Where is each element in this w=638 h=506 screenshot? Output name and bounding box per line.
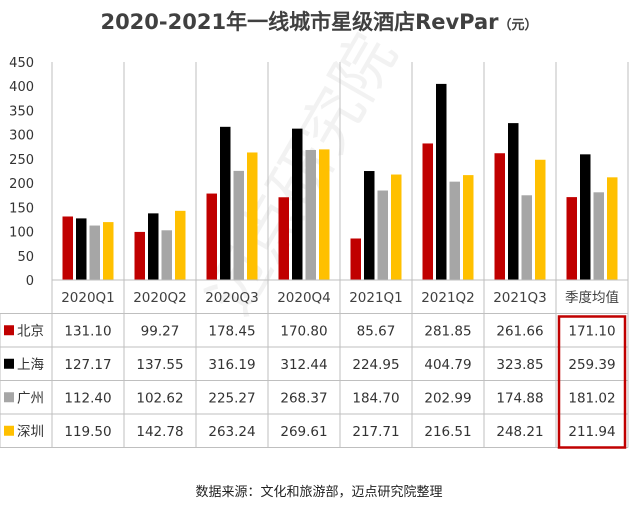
y-tick-label: 350 [9, 104, 34, 119]
bar-广州-2020Q4 [305, 149, 316, 280]
data-label: 261.66 [496, 323, 543, 339]
data-label: 312.44 [280, 357, 327, 373]
data-label: 269.61 [280, 424, 327, 440]
bar-广州-2020Q1 [89, 225, 100, 280]
bar-广州-2020Q2 [161, 230, 172, 280]
category-label: 2021Q2 [421, 290, 475, 306]
data-label: 137.55 [136, 357, 183, 373]
bar-北京-2020Q3 [206, 193, 217, 280]
data-label: 202.99 [424, 390, 471, 406]
y-tick-label: 150 [9, 201, 34, 216]
data-label: 102.62 [136, 390, 183, 406]
bar-深圳-季度均值 [607, 177, 618, 280]
bar-深圳-2020Q4 [319, 149, 330, 280]
legend-label-广州: 广州 [17, 390, 44, 406]
bar-广州-2020Q3 [233, 170, 244, 280]
chart-title-unit: （元） [498, 18, 538, 33]
bar-北京-2021Q2 [422, 143, 433, 280]
y-tick-label: 300 [9, 129, 34, 144]
chart-title-text: 2020-2021年一线城市星级酒店RevPar [100, 10, 499, 34]
data-label: 259.39 [568, 357, 615, 373]
bar-深圳-2020Q3 [247, 152, 258, 280]
bar-上海-2021Q1 [364, 171, 375, 280]
legend-label-北京: 北京 [17, 323, 44, 339]
bar-北京-季度均值 [566, 197, 577, 280]
data-label: 112.40 [64, 390, 111, 406]
data-label: 217.71 [352, 424, 399, 440]
category-label: 2021Q3 [493, 290, 547, 306]
y-tick-label: 450 [9, 56, 34, 71]
y-tick-label: 400 [9, 80, 34, 95]
category-label: 2021Q1 [349, 290, 403, 306]
bar-广州-2021Q3 [521, 195, 532, 280]
highlight-box [557, 315, 627, 449]
data-label: 171.10 [568, 323, 615, 339]
bar-上海-2020Q4 [292, 128, 303, 280]
bar-广州-季度均值 [593, 192, 604, 280]
bar-上海-2020Q2 [148, 213, 159, 280]
data-label: 170.80 [280, 323, 327, 339]
bar-上海-2020Q1 [76, 218, 87, 280]
source-note: 数据来源：文化和旅游部，迈点研究院整理 [195, 485, 443, 500]
legend-label-上海: 上海 [17, 357, 44, 373]
y-tick-label: 0 [26, 274, 34, 289]
bar-广州-2021Q2 [449, 181, 460, 280]
bar-上海-2021Q3 [508, 123, 519, 280]
bar-北京-2020Q4 [278, 197, 289, 280]
data-label: 323.85 [496, 357, 543, 373]
data-label: 127.17 [64, 357, 111, 373]
y-tick-label: 50 [17, 250, 34, 265]
data-label: 211.94 [568, 424, 615, 440]
legend-swatch-上海 [4, 358, 14, 369]
category-label: 2020Q4 [277, 290, 331, 306]
data-label: 174.88 [496, 390, 543, 406]
data-label: 248.21 [496, 424, 543, 440]
bar-广州-2021Q1 [377, 190, 388, 280]
data-label: 85.67 [357, 323, 396, 339]
bar-上海-季度均值 [580, 154, 591, 280]
legend-swatch-北京 [4, 325, 14, 336]
bar-北京-2021Q1 [350, 238, 361, 280]
data-label: 184.70 [352, 390, 399, 406]
category-label: 2020Q1 [61, 290, 115, 306]
bar-北京-2020Q2 [134, 231, 145, 280]
bar-深圳-2020Q1 [103, 222, 114, 280]
data-label: 224.95 [352, 357, 399, 373]
data-label: 263.24 [208, 424, 255, 440]
data-label: 142.78 [136, 424, 183, 440]
data-label: 131.10 [64, 323, 111, 339]
chart-title: 2020-2021年一线城市星级酒店RevPar（元） [0, 6, 638, 36]
category-label: 2020Q3 [205, 290, 259, 306]
data-label: 225.27 [208, 390, 255, 406]
legend-label-深圳: 深圳 [17, 424, 44, 440]
category-label: 2020Q2 [133, 290, 187, 306]
y-tick-label: 250 [9, 153, 34, 168]
bar-深圳-2021Q2 [463, 175, 474, 280]
bar-北京-2021Q3 [494, 153, 505, 280]
data-label: 178.45 [208, 323, 255, 339]
bar-上海-2021Q2 [436, 83, 447, 280]
legend-swatch-广州 [4, 392, 14, 403]
bar-上海-2020Q3 [220, 126, 231, 280]
bar-深圳-2020Q2 [175, 210, 186, 280]
y-tick-label: 100 [9, 226, 34, 241]
category-label: 季度均值 [565, 290, 619, 306]
legend-swatch-深圳 [4, 425, 14, 436]
data-label: 181.02 [568, 390, 615, 406]
data-label: 316.19 [208, 357, 255, 373]
data-label: 119.50 [64, 424, 111, 440]
data-label: 99.27 [141, 323, 180, 339]
data-label: 216.51 [424, 424, 471, 440]
data-label: 268.37 [280, 390, 327, 406]
bar-北京-2020Q1 [62, 216, 73, 280]
y-tick-label: 200 [9, 177, 34, 192]
data-label: 404.79 [424, 357, 471, 373]
bar-深圳-2021Q3 [535, 159, 546, 280]
data-label: 281.85 [424, 323, 471, 339]
bar-深圳-2021Q1 [391, 174, 402, 280]
